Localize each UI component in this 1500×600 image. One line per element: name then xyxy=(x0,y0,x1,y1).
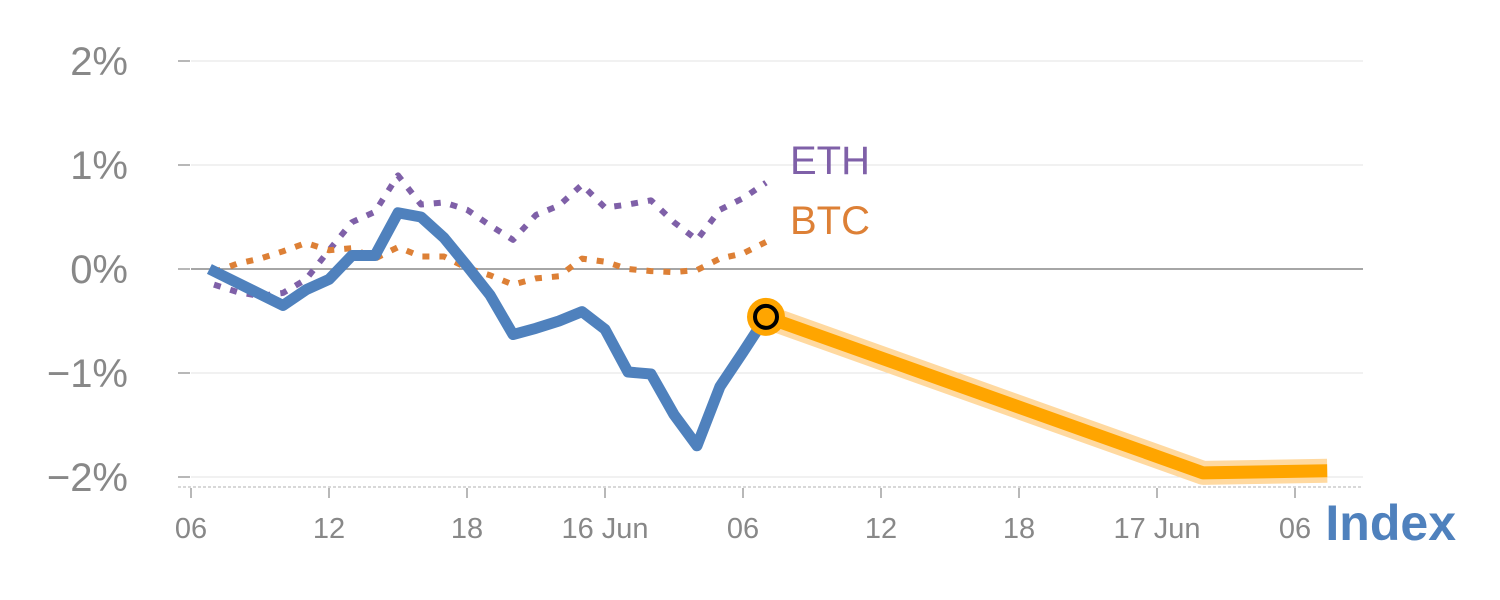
y-axis: 2% 1% 0% −1% −2% xyxy=(47,40,190,500)
x-tick-label: 18 xyxy=(1003,513,1035,545)
y-tick-label: 1% xyxy=(70,144,128,188)
x-tick-label: 17 Jun xyxy=(1113,513,1200,545)
series-line-index-forecast xyxy=(763,310,1328,480)
x-axis: 06 12 18 16 Jun 06 12 18 17 Jun 06 xyxy=(175,486,1363,545)
x-tick-label: 16 Jun xyxy=(561,513,648,545)
legend-label-eth: ETH xyxy=(790,139,870,183)
x-tick-label: 06 xyxy=(175,513,207,545)
legend-label-btc: BTC xyxy=(790,199,870,243)
y-tick-label: 2% xyxy=(70,40,128,84)
series-lines xyxy=(206,172,1328,485)
y-tick-label: 0% xyxy=(70,248,128,292)
x-tick-label: 06 xyxy=(1279,513,1311,545)
gridlines xyxy=(191,60,1363,478)
current-point-marker xyxy=(753,303,779,330)
chart-title: Index xyxy=(1325,495,1456,551)
x-tick-label: 18 xyxy=(451,513,483,545)
series-line-eth xyxy=(213,172,768,300)
y-tick-label: −2% xyxy=(47,456,128,500)
series-line-index xyxy=(206,207,771,452)
x-tick-label: 12 xyxy=(313,513,345,545)
x-tick-label: 06 xyxy=(727,513,759,545)
series-line-btc xyxy=(212,239,768,288)
y-tick-label: −1% xyxy=(47,352,128,396)
x-tick-label: 12 xyxy=(865,513,897,545)
